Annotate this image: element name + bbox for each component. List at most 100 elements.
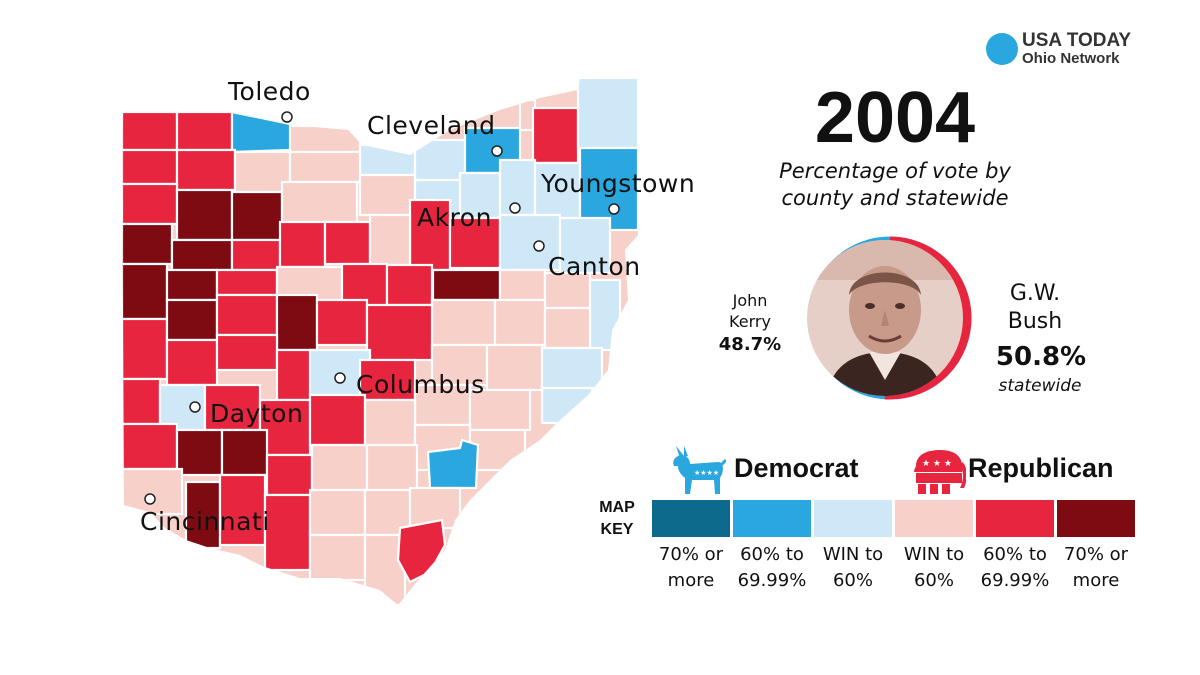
subtitle-line-1: Percentage of vote by <box>779 159 1011 183</box>
city-label-columbus: Columbus <box>356 370 485 399</box>
key-swatch-rep-win <box>895 500 973 537</box>
county <box>122 148 179 186</box>
key-label-line: more <box>1072 570 1120 591</box>
key-label-line: 70% or <box>658 544 724 565</box>
key-label-dem-win: WIN to 60% <box>812 542 894 594</box>
county <box>498 268 547 302</box>
county <box>363 398 417 447</box>
key-label-line: WIN to <box>822 544 884 565</box>
brand-dot-icon <box>986 33 1018 65</box>
city-label-canton: Canton <box>548 252 641 281</box>
county <box>184 480 222 550</box>
city-markers <box>144 111 620 505</box>
county <box>540 386 594 425</box>
county <box>122 422 179 471</box>
key-label-line: 69.99% <box>737 570 807 591</box>
svg-text:★ ★ ★: ★ ★ ★ <box>922 459 952 469</box>
county <box>408 198 452 272</box>
city-marker-canton <box>533 240 545 252</box>
key-swatch-dem-win <box>814 500 892 537</box>
key-label-dem-70: 70% or more <box>650 542 732 594</box>
county <box>175 188 234 242</box>
county <box>288 150 362 184</box>
key-swatch-dem-70 <box>652 500 730 537</box>
kerry-name: John Kerry <box>715 290 785 332</box>
bush-last-name: Bush <box>1007 309 1063 334</box>
brand-logo: USA TODAY Ohio Network <box>986 30 1186 70</box>
county <box>310 443 369 492</box>
key-swatch-rep-70 <box>1057 500 1135 537</box>
county <box>122 317 169 381</box>
bush-first-name: G.W. <box>1009 281 1061 306</box>
democrat-label: Democrat <box>734 453 859 483</box>
city-label-akron: Akron <box>417 203 492 232</box>
county <box>122 182 179 226</box>
county <box>396 518 447 584</box>
county <box>531 106 580 165</box>
county <box>576 78 638 150</box>
city-label-cincinnati: Cincinnati <box>140 507 270 536</box>
svg-text:★★★★: ★★★★ <box>694 469 719 477</box>
county <box>122 110 179 152</box>
city-marker-youngstown <box>608 203 620 215</box>
kerry-last-name: Kerry <box>729 312 771 331</box>
donkey-icon: ★★★★ <box>673 446 726 494</box>
county <box>413 138 467 182</box>
county <box>540 346 604 390</box>
city-label-youngstown: Youngstown <box>541 169 696 198</box>
key-label-line: WIN to <box>903 544 965 565</box>
map-key-title-line-1: MAP <box>599 499 635 516</box>
city-label-toledo: Toledo <box>228 77 311 106</box>
key-swatch-rep-60 <box>976 500 1054 537</box>
map-key-title-line-2: KEY <box>600 521 634 538</box>
city-label-cleveland: Cleveland <box>367 111 496 140</box>
county <box>368 213 412 267</box>
subtitle-line-2: county and statewide <box>781 186 1009 210</box>
county <box>122 262 169 321</box>
key-swatch-dem-60 <box>733 500 811 537</box>
county <box>588 278 622 352</box>
city-marker-columbus <box>334 372 346 384</box>
county <box>365 303 434 362</box>
key-label-line: 60% <box>832 570 873 591</box>
kerry-first-name: John <box>732 291 768 310</box>
county <box>230 238 282 272</box>
county <box>165 298 219 342</box>
subtitle: Percentage of vote by county and statewi… <box>740 158 1050 212</box>
county <box>175 428 224 477</box>
key-label-line: 60% <box>913 570 954 591</box>
county <box>323 220 372 266</box>
key-label-rep-70: 70% or more <box>1055 542 1137 594</box>
city-marker-cleveland <box>491 145 503 157</box>
county <box>175 148 237 192</box>
city-marker-akron <box>509 202 521 214</box>
ohio-county-map <box>122 78 638 605</box>
counties <box>122 78 638 605</box>
county <box>308 488 367 537</box>
county <box>275 293 319 352</box>
bush-portrait <box>807 240 963 396</box>
county <box>430 343 489 387</box>
county <box>215 268 279 297</box>
county <box>358 173 417 217</box>
kerry-percent: 48.7% <box>718 334 782 355</box>
county <box>280 180 359 224</box>
key-label-rep-60: 60% to 69.99% <box>974 542 1056 594</box>
county <box>288 124 362 154</box>
city-label-dayton: Dayton <box>210 399 304 428</box>
city-marker-cincinnati <box>144 493 156 505</box>
county <box>165 268 219 302</box>
county <box>278 220 327 269</box>
county <box>365 443 419 492</box>
key-label-line: 69.99% <box>980 570 1050 591</box>
county <box>413 383 472 427</box>
county <box>385 263 434 307</box>
county <box>220 428 269 477</box>
county <box>230 190 284 242</box>
county <box>233 150 292 194</box>
county <box>122 467 184 516</box>
county <box>430 298 497 347</box>
bush-percent: 50.8% <box>995 342 1087 372</box>
county <box>485 343 544 392</box>
county <box>122 222 174 266</box>
